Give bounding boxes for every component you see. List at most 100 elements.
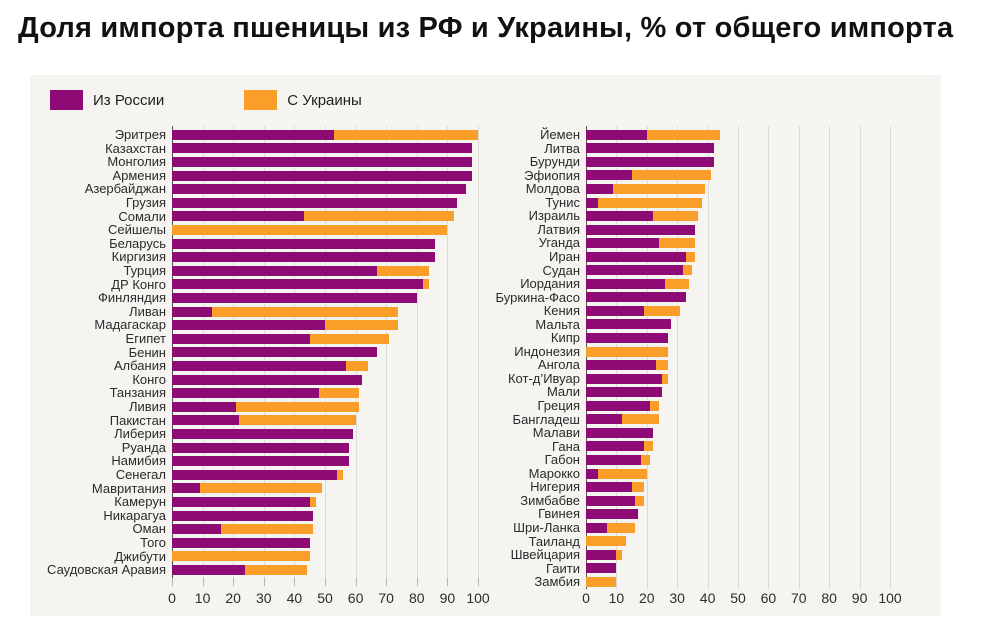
country-label: Йемен bbox=[540, 127, 580, 142]
bar-segment-ukraine bbox=[220, 524, 313, 535]
bar-segment-russia bbox=[172, 197, 457, 208]
country-label: Марокко bbox=[528, 465, 580, 481]
bar-segment-russia bbox=[586, 251, 687, 262]
legend-item-russia: Из России bbox=[50, 90, 164, 110]
country-label: Судан bbox=[542, 262, 580, 278]
country-label: Эфиопия bbox=[524, 167, 580, 183]
bar-row bbox=[172, 184, 478, 195]
bar-segment-ukraine bbox=[172, 225, 448, 235]
axis-tick-label: 100 bbox=[878, 590, 902, 606]
gridline bbox=[386, 126, 388, 578]
bar-row bbox=[172, 129, 478, 140]
bar-segment-ukraine bbox=[686, 251, 696, 262]
bar-segment-russia bbox=[586, 509, 638, 520]
bar-segment-russia bbox=[172, 374, 362, 385]
chart-title: Доля импорта пшеницы из РФ и Украины, % … bbox=[18, 12, 954, 44]
country-label: Албания bbox=[113, 358, 166, 374]
bar-row bbox=[586, 482, 890, 493]
country-label: Мавритания bbox=[91, 480, 166, 496]
bar-row bbox=[586, 319, 890, 330]
bar-segment-russia bbox=[172, 565, 246, 575]
bar-row bbox=[586, 549, 890, 560]
gridline bbox=[890, 126, 891, 589]
bar-row bbox=[586, 563, 890, 574]
bar-row bbox=[586, 170, 890, 181]
bar-row bbox=[172, 306, 478, 317]
gridline bbox=[616, 126, 618, 589]
bar-segment-russia bbox=[172, 524, 221, 535]
bar-segment-ukraine bbox=[309, 497, 316, 507]
bar-segment-ukraine bbox=[683, 265, 693, 276]
bar-row bbox=[172, 197, 478, 208]
country-label: Армения bbox=[112, 167, 166, 183]
country-label: Греция bbox=[537, 398, 580, 413]
country-label: Молдова bbox=[525, 181, 580, 197]
legend: Из России С Украины bbox=[50, 90, 362, 110]
axis-tick-label: 90 bbox=[439, 590, 456, 606]
gridline bbox=[859, 126, 861, 589]
bar-segment-russia bbox=[172, 510, 313, 521]
axis-tick-label: 60 bbox=[760, 590, 777, 606]
country-label: Швейцария bbox=[510, 547, 580, 563]
bar-segment-ukraine bbox=[658, 238, 696, 249]
bar-row bbox=[586, 251, 890, 262]
bar-row bbox=[172, 429, 478, 439]
axis-tick bbox=[325, 578, 326, 586]
bar-segment-ukraine bbox=[334, 129, 478, 140]
bar-segment-russia bbox=[172, 361, 347, 371]
bar-row bbox=[586, 156, 890, 167]
bar-row bbox=[586, 292, 890, 303]
bar-segment-russia bbox=[172, 347, 378, 358]
bar-segment-ukraine bbox=[586, 536, 626, 547]
bar-segment-russia bbox=[586, 387, 662, 398]
country-label: Гаити bbox=[545, 560, 580, 576]
bar-row bbox=[586, 509, 890, 520]
legend-item-ukraine: С Украины bbox=[244, 90, 362, 110]
bar-row bbox=[586, 238, 890, 249]
bar-segment-russia bbox=[586, 495, 635, 506]
bar-row bbox=[586, 387, 890, 398]
country-label: Ангола bbox=[537, 357, 580, 373]
bar-segment-ukraine bbox=[649, 400, 659, 411]
country-label: Литва bbox=[544, 140, 580, 156]
bar-segment-russia bbox=[586, 197, 599, 208]
country-label: Зимбабве bbox=[520, 492, 580, 508]
axis-tick-label: 40 bbox=[699, 590, 716, 606]
bar-segment-ukraine bbox=[586, 576, 617, 587]
bar-row bbox=[172, 347, 478, 358]
axis-tick-label: 50 bbox=[730, 590, 746, 606]
country-label: Таиланд bbox=[528, 533, 580, 549]
bar-segment-russia bbox=[586, 549, 617, 560]
bar-row bbox=[172, 510, 478, 521]
bar-segment-ukraine bbox=[598, 197, 702, 208]
bar-row bbox=[172, 157, 478, 167]
bar-row bbox=[586, 414, 890, 425]
bar-row bbox=[172, 551, 478, 562]
bar-segment-russia bbox=[172, 238, 436, 249]
country-label: Киргизия bbox=[111, 249, 166, 265]
bar-segment-ukraine bbox=[236, 401, 359, 412]
bar-row bbox=[586, 211, 890, 222]
bar-row bbox=[172, 333, 478, 344]
bar-row bbox=[586, 373, 890, 384]
country-label: Оман bbox=[132, 521, 166, 537]
country-label: Джибути bbox=[114, 548, 166, 564]
axis-tick-label: 20 bbox=[639, 590, 655, 606]
bar-row bbox=[586, 360, 890, 371]
bar-row bbox=[586, 495, 890, 506]
gridline bbox=[829, 126, 831, 589]
bar-segment-russia bbox=[586, 170, 632, 181]
bar-segment-ukraine bbox=[211, 306, 399, 317]
country-label: Малави bbox=[532, 425, 580, 441]
bar-row bbox=[172, 170, 478, 181]
bar-segment-russia bbox=[172, 306, 212, 317]
country-label: Турция bbox=[123, 263, 166, 278]
bar-segment-russia bbox=[586, 319, 672, 330]
country-label: Мальта bbox=[535, 316, 580, 332]
bar-segment-ukraine bbox=[643, 441, 653, 452]
bar-segment-russia bbox=[172, 320, 325, 331]
country-label: Сомали bbox=[118, 208, 166, 224]
bar-row bbox=[586, 576, 890, 587]
bar-row bbox=[586, 400, 890, 411]
